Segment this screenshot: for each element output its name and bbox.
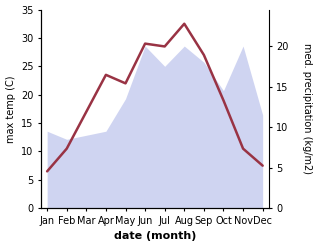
X-axis label: date (month): date (month) [114,231,196,242]
Y-axis label: max temp (C): max temp (C) [5,75,16,143]
Y-axis label: med. precipitation (kg/m2): med. precipitation (kg/m2) [302,43,313,174]
